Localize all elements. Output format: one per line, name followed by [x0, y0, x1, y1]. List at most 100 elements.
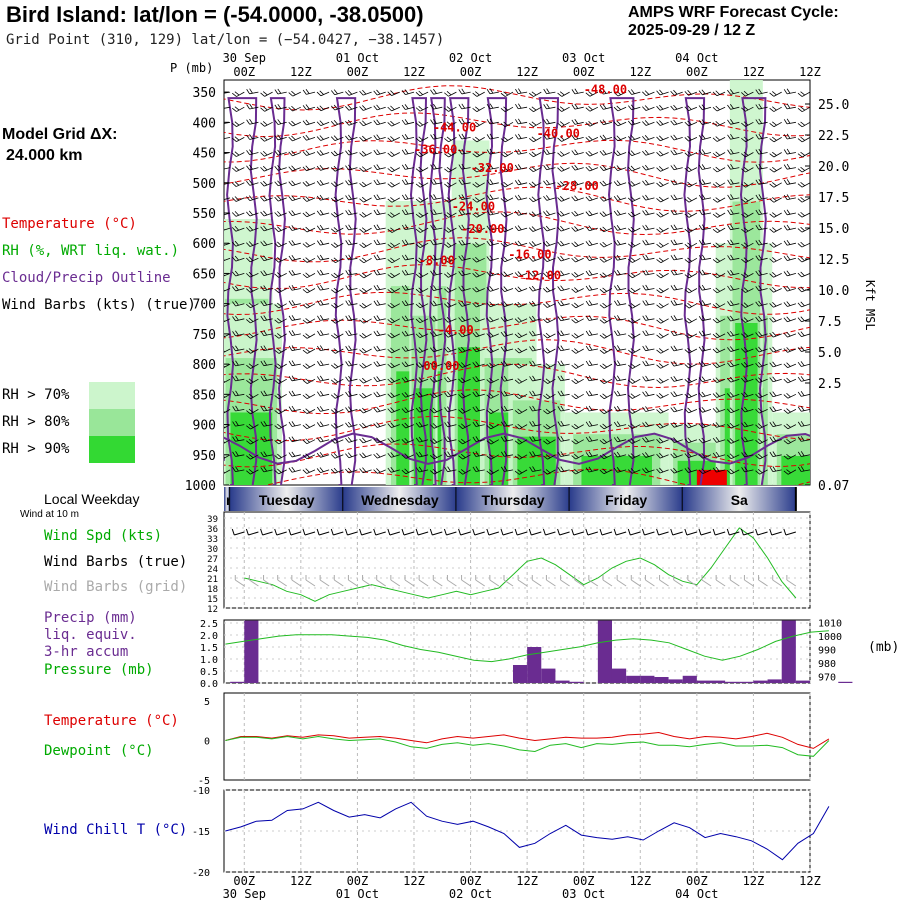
wind-barb-flag: [401, 331, 406, 337]
wind-barb: [274, 272, 287, 278]
wind-barb-flag: [390, 422, 395, 427]
wind-barb-flag: [274, 455, 279, 460]
wind-barb-staff: [377, 424, 386, 428]
wind-barb-flag: [333, 150, 339, 156]
wind-barb: [232, 451, 245, 457]
wind-barb: [345, 119, 358, 126]
wind-barb-flag: [404, 164, 409, 169]
wind-barb-staff: [320, 227, 330, 231]
wind-barb-staff: [363, 363, 372, 369]
wind-barb-staff: [235, 273, 245, 277]
wind-barb-flag: [415, 137, 421, 142]
pressure-unit-label: (mb): [868, 640, 900, 655]
wind-barb-flag: [291, 436, 296, 442]
wind-barb: [260, 451, 273, 458]
wind-at-10m-label: Wind at 10 m: [20, 509, 79, 520]
wind-barb-staff: [291, 348, 301, 351]
wind-barb-staff: [420, 242, 429, 248]
wind-barb-staff: [405, 257, 415, 261]
wind-barb-staff: [306, 197, 316, 202]
wind-barb: [232, 375, 245, 382]
wind-barb-flag: [331, 304, 336, 309]
bottom-date-label: 03 Oct: [562, 887, 605, 900]
wind-barb-flag: [246, 425, 251, 430]
wind-barb: [359, 452, 372, 459]
wind-barb-flag: [331, 90, 336, 95]
wind-barb-flag: [362, 437, 367, 443]
wind-barb: [274, 438, 287, 445]
wind-barb-flag: [390, 317, 395, 322]
wind-barb-staff: [306, 242, 316, 248]
wind-barb-staff: [224, 288, 231, 293]
wind-barb-flag: [246, 165, 251, 171]
wind-barb-staff: [236, 106, 245, 112]
wind-barb-flag: [373, 315, 378, 321]
wind-barb: [373, 300, 386, 306]
wind-barb-flag: [401, 104, 406, 110]
wind-barb-flag: [359, 106, 364, 111]
wind-barb-flag: [246, 226, 251, 232]
wind-barb: [302, 302, 316, 309]
wind-barb-staff: [405, 303, 415, 307]
wind-barb: [288, 330, 301, 336]
wind-barb-flag: [248, 438, 254, 443]
wind-barb-flag: [305, 408, 310, 413]
wind-barb-flag: [418, 151, 424, 156]
wind-barb: [415, 227, 429, 233]
wind-barb-staff: [235, 424, 245, 427]
wind-barb-staff: [348, 288, 358, 291]
wind-barb-flag: [232, 271, 237, 277]
wind-barb-flag: [319, 375, 324, 381]
wind-barb: [316, 90, 330, 97]
wind-barb-flag: [376, 179, 381, 185]
wind-barb-flag: [232, 451, 236, 457]
wind-barb: [387, 242, 400, 249]
wind-barb-flag: [348, 269, 352, 275]
wind-barb: [359, 166, 372, 172]
wind-barb-flag: [345, 438, 350, 443]
rh-swatch-90: [89, 436, 135, 463]
wind-barb-flag: [359, 213, 364, 218]
wind-barb-staff: [363, 152, 372, 157]
wind-barb-flag: [345, 255, 349, 261]
wind-barb: [232, 106, 245, 112]
wind-barb-staff: [348, 106, 358, 111]
wind-barb: [401, 194, 415, 200]
wind-barb-staff: [264, 182, 273, 187]
wind-barb-flag: [291, 421, 296, 427]
wind-barb-staff: [391, 348, 400, 354]
wind-barb-flag: [418, 90, 423, 95]
wind-barb: [401, 164, 415, 170]
forecast-cycle-value: 2025-09-29 / 12 Z: [628, 22, 756, 39]
precip-bar: [654, 677, 669, 683]
wind-barb: [345, 299, 358, 306]
precip-bar: [230, 681, 245, 683]
wind-barb-flag: [390, 105, 395, 110]
wind-barb-staff: [235, 288, 245, 292]
wind-barb-flag: [345, 91, 350, 96]
wind-barb: [274, 119, 287, 125]
wind-barb-flag: [361, 227, 367, 232]
wind-barb-flag: [263, 390, 268, 396]
wind-barb-flag: [235, 375, 239, 381]
wind-barb: [302, 180, 316, 187]
wind-barb: [401, 224, 415, 231]
wind-barb-flag: [274, 410, 280, 415]
wind-barb-flag: [387, 91, 392, 96]
wind-barb-flag: [404, 361, 409, 367]
wind-barb-flag: [359, 394, 364, 399]
wind-barb: [373, 194, 386, 201]
wind-barb-flag: [376, 194, 381, 200]
wind-barb-flag: [345, 195, 349, 201]
bottom-date-label: 02 Oct: [449, 887, 492, 900]
wind-barb: [316, 406, 330, 412]
wind-barb-staff: [348, 469, 358, 474]
wind-barb-flag: [373, 194, 378, 200]
wind-barb-flag: [418, 287, 424, 292]
wind-barb: [288, 195, 301, 202]
wind-barb-flag: [348, 330, 352, 336]
wind-barb: [345, 345, 358, 352]
temperature-contour: [224, 264, 810, 290]
wind-barb-staff: [348, 454, 358, 459]
wind-barb-staff: [391, 454, 400, 458]
